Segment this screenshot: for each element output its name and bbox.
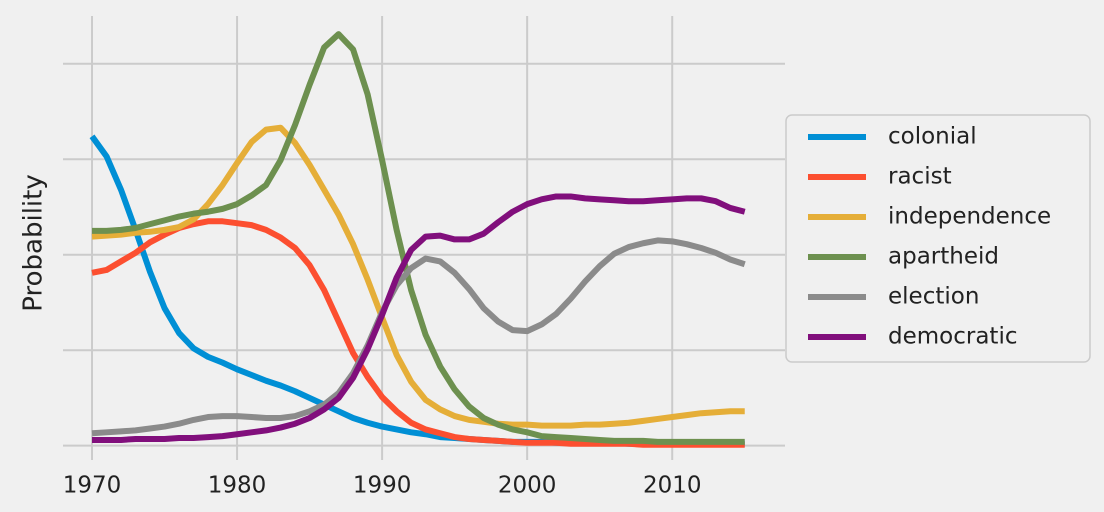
legend: colonial racist independence apartheid elect… [785, 114, 1091, 363]
data-line [91, 218, 745, 448]
legend-label: independence [888, 204, 1051, 230]
x-tick-label: 2000 [498, 473, 557, 499]
grid: 1970 1980 1990 2000 2010 [63, 16, 785, 499]
y-axis-label: Probability [19, 174, 49, 311]
x-tick-label: 1980 [208, 473, 267, 499]
legend-label: election [888, 284, 979, 310]
legend-label: colonial [888, 124, 977, 150]
legend-label: democratic [888, 324, 1017, 350]
data-line [92, 31, 745, 445]
plot [89, 31, 746, 448]
x-tick-label: 1970 [63, 473, 122, 499]
data-line [91, 237, 746, 437]
legend-label: racist [888, 164, 952, 190]
x-tick-label: 1990 [353, 473, 412, 499]
legend-label: apartheid [888, 244, 999, 270]
data-line [92, 193, 746, 443]
x-tick-label: 2010 [643, 473, 702, 499]
